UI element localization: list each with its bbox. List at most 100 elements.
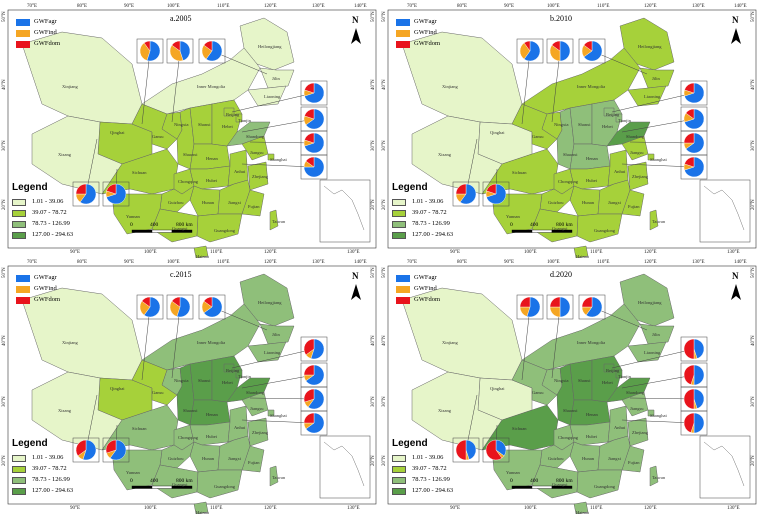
south-china-sea-inset [319, 435, 371, 499]
longitude-tick-bottom: 90°E [70, 250, 81, 255]
pie-leader-line [231, 92, 315, 113]
latitude-tick-left: 50°N [382, 267, 387, 278]
longitude-tick-top: 70°E [407, 260, 418, 265]
province-tianjin [615, 113, 623, 123]
legend-swatch [12, 232, 26, 239]
pie-chart [683, 156, 705, 178]
pie-chart [201, 296, 223, 318]
latitude-tick-right: 20°N [751, 455, 756, 466]
pie-slice-gwfagr [693, 412, 705, 434]
province-label: Hainan [576, 510, 589, 515]
scale-label: 800 km [176, 478, 193, 484]
series-key: GWFagr GWFind GWFdom [396, 6, 466, 54]
latitude-tick-left: 30°N [2, 140, 7, 151]
pie-slice-gwfagr [305, 412, 325, 434]
pie-slice-gwfdom [303, 338, 315, 356]
pie-chart [303, 338, 325, 360]
pie-leader-line [629, 397, 695, 400]
pie-slice-gwfagr [559, 40, 571, 62]
pie-slice-gwfdom [485, 439, 503, 461]
province-beijing [223, 363, 235, 373]
latitude-tick-right: 30°N [371, 396, 376, 407]
province-label: Xizang [58, 408, 71, 413]
pie-box [482, 437, 510, 463]
series-key-swatch [396, 286, 410, 293]
latitude-tick-left: 20°N [2, 199, 7, 210]
legend-title: Legend [12, 182, 48, 193]
province-taiwan [649, 209, 659, 231]
latitude-tick-left: 30°N [2, 396, 7, 407]
longitude-tick-top: 80°E [77, 4, 88, 9]
province-label: Guangdong [594, 228, 615, 233]
legend-swatch [392, 455, 406, 462]
longitude-tick-top: 90°E [504, 4, 515, 9]
series-key-swatch [396, 19, 410, 26]
pie-slice-gwfagr [685, 132, 705, 154]
longitude-tick-top: 140°E [354, 4, 367, 9]
latitude-tick-right: 50°N [751, 11, 756, 22]
province-label: Xizang [438, 408, 451, 413]
pie-box [166, 38, 194, 64]
province-guangdong [576, 469, 623, 499]
north-label: N [352, 15, 359, 25]
pie-leader-line [249, 141, 315, 144]
legend-item: 1.01 - 39.06 [12, 198, 102, 207]
map-panel-1: Heilongjiang Jilin Liaoning Inner Mongolia X… [2, 4, 382, 259]
pie-slice-gwfagr [205, 40, 223, 62]
province-label: Shandong [246, 134, 264, 139]
pie-box [198, 294, 226, 320]
latitude-tick-right: 30°N [751, 396, 756, 407]
legend-item: 39.07 - 78.72 [392, 465, 482, 474]
pie-chart [169, 296, 191, 318]
province-label: Beijing [226, 368, 240, 373]
pie-slice-gwfagr [109, 439, 127, 461]
province-label: Guangdong [214, 228, 235, 233]
pie-slice-gwfagr [559, 296, 571, 318]
map-panel-3: Heilongjiang Jilin Liaoning Inner Mongolia X… [2, 260, 382, 515]
province-label: Inner Mongolia [197, 340, 226, 345]
pie-leader-line [241, 118, 315, 133]
province-label: Shanxi [578, 378, 591, 383]
latitude-tick-right: 40°N [751, 335, 756, 346]
province-label: Hubei [586, 434, 597, 439]
legend-title: Legend [392, 438, 428, 449]
province-label: Guizhou [168, 200, 184, 205]
series-key-item: GWFind [396, 29, 466, 39]
pie-chart [169, 40, 191, 62]
legend-item: 39.07 - 78.72 [12, 209, 102, 218]
pie-slice-gwfdom [583, 40, 593, 52]
province-label: Anhui [614, 425, 626, 430]
pie-box [300, 336, 328, 362]
pie-slice-gwfdom [685, 108, 695, 120]
pie-slice-gwfdom [75, 439, 87, 457]
pie-chart [139, 40, 161, 62]
pie-slice-gwfdom [581, 296, 593, 308]
pie-slice-gwfdom [203, 296, 213, 308]
legend-label: 1.01 - 39.06 [412, 454, 444, 461]
pie-chart [303, 156, 325, 178]
series-key-label: GWFdom [34, 296, 60, 303]
pie-box [680, 80, 708, 106]
province-guangdong [196, 213, 243, 243]
province-label: Guizhou [168, 456, 184, 461]
pie-chart [683, 364, 705, 386]
legend-label: 1.01 - 39.06 [32, 198, 64, 205]
pie-box [300, 80, 328, 106]
province-label: Jilin [652, 332, 660, 337]
province-tianjin [235, 369, 243, 379]
province-label: Jiangsu [250, 406, 264, 411]
series-key-label: GWFind [414, 285, 437, 292]
series-key-item: GWFdom [396, 296, 466, 306]
pie-leader-line [621, 419, 695, 424]
legend-label: 39.07 - 78.72 [32, 465, 67, 472]
pie-chart [519, 40, 541, 62]
pie-chart [683, 132, 705, 154]
legend-item: 78.73 - 126.99 [392, 476, 482, 485]
north-label: N [732, 271, 739, 281]
longitude-tick-top: 70°E [27, 4, 38, 9]
longitude-tick-top: 90°E [124, 260, 135, 265]
province-zhejiang [247, 417, 269, 447]
latitude-tick-right: 20°N [371, 199, 376, 210]
scale-bar-segment [511, 485, 533, 489]
series-key-label: GWFind [34, 285, 57, 292]
